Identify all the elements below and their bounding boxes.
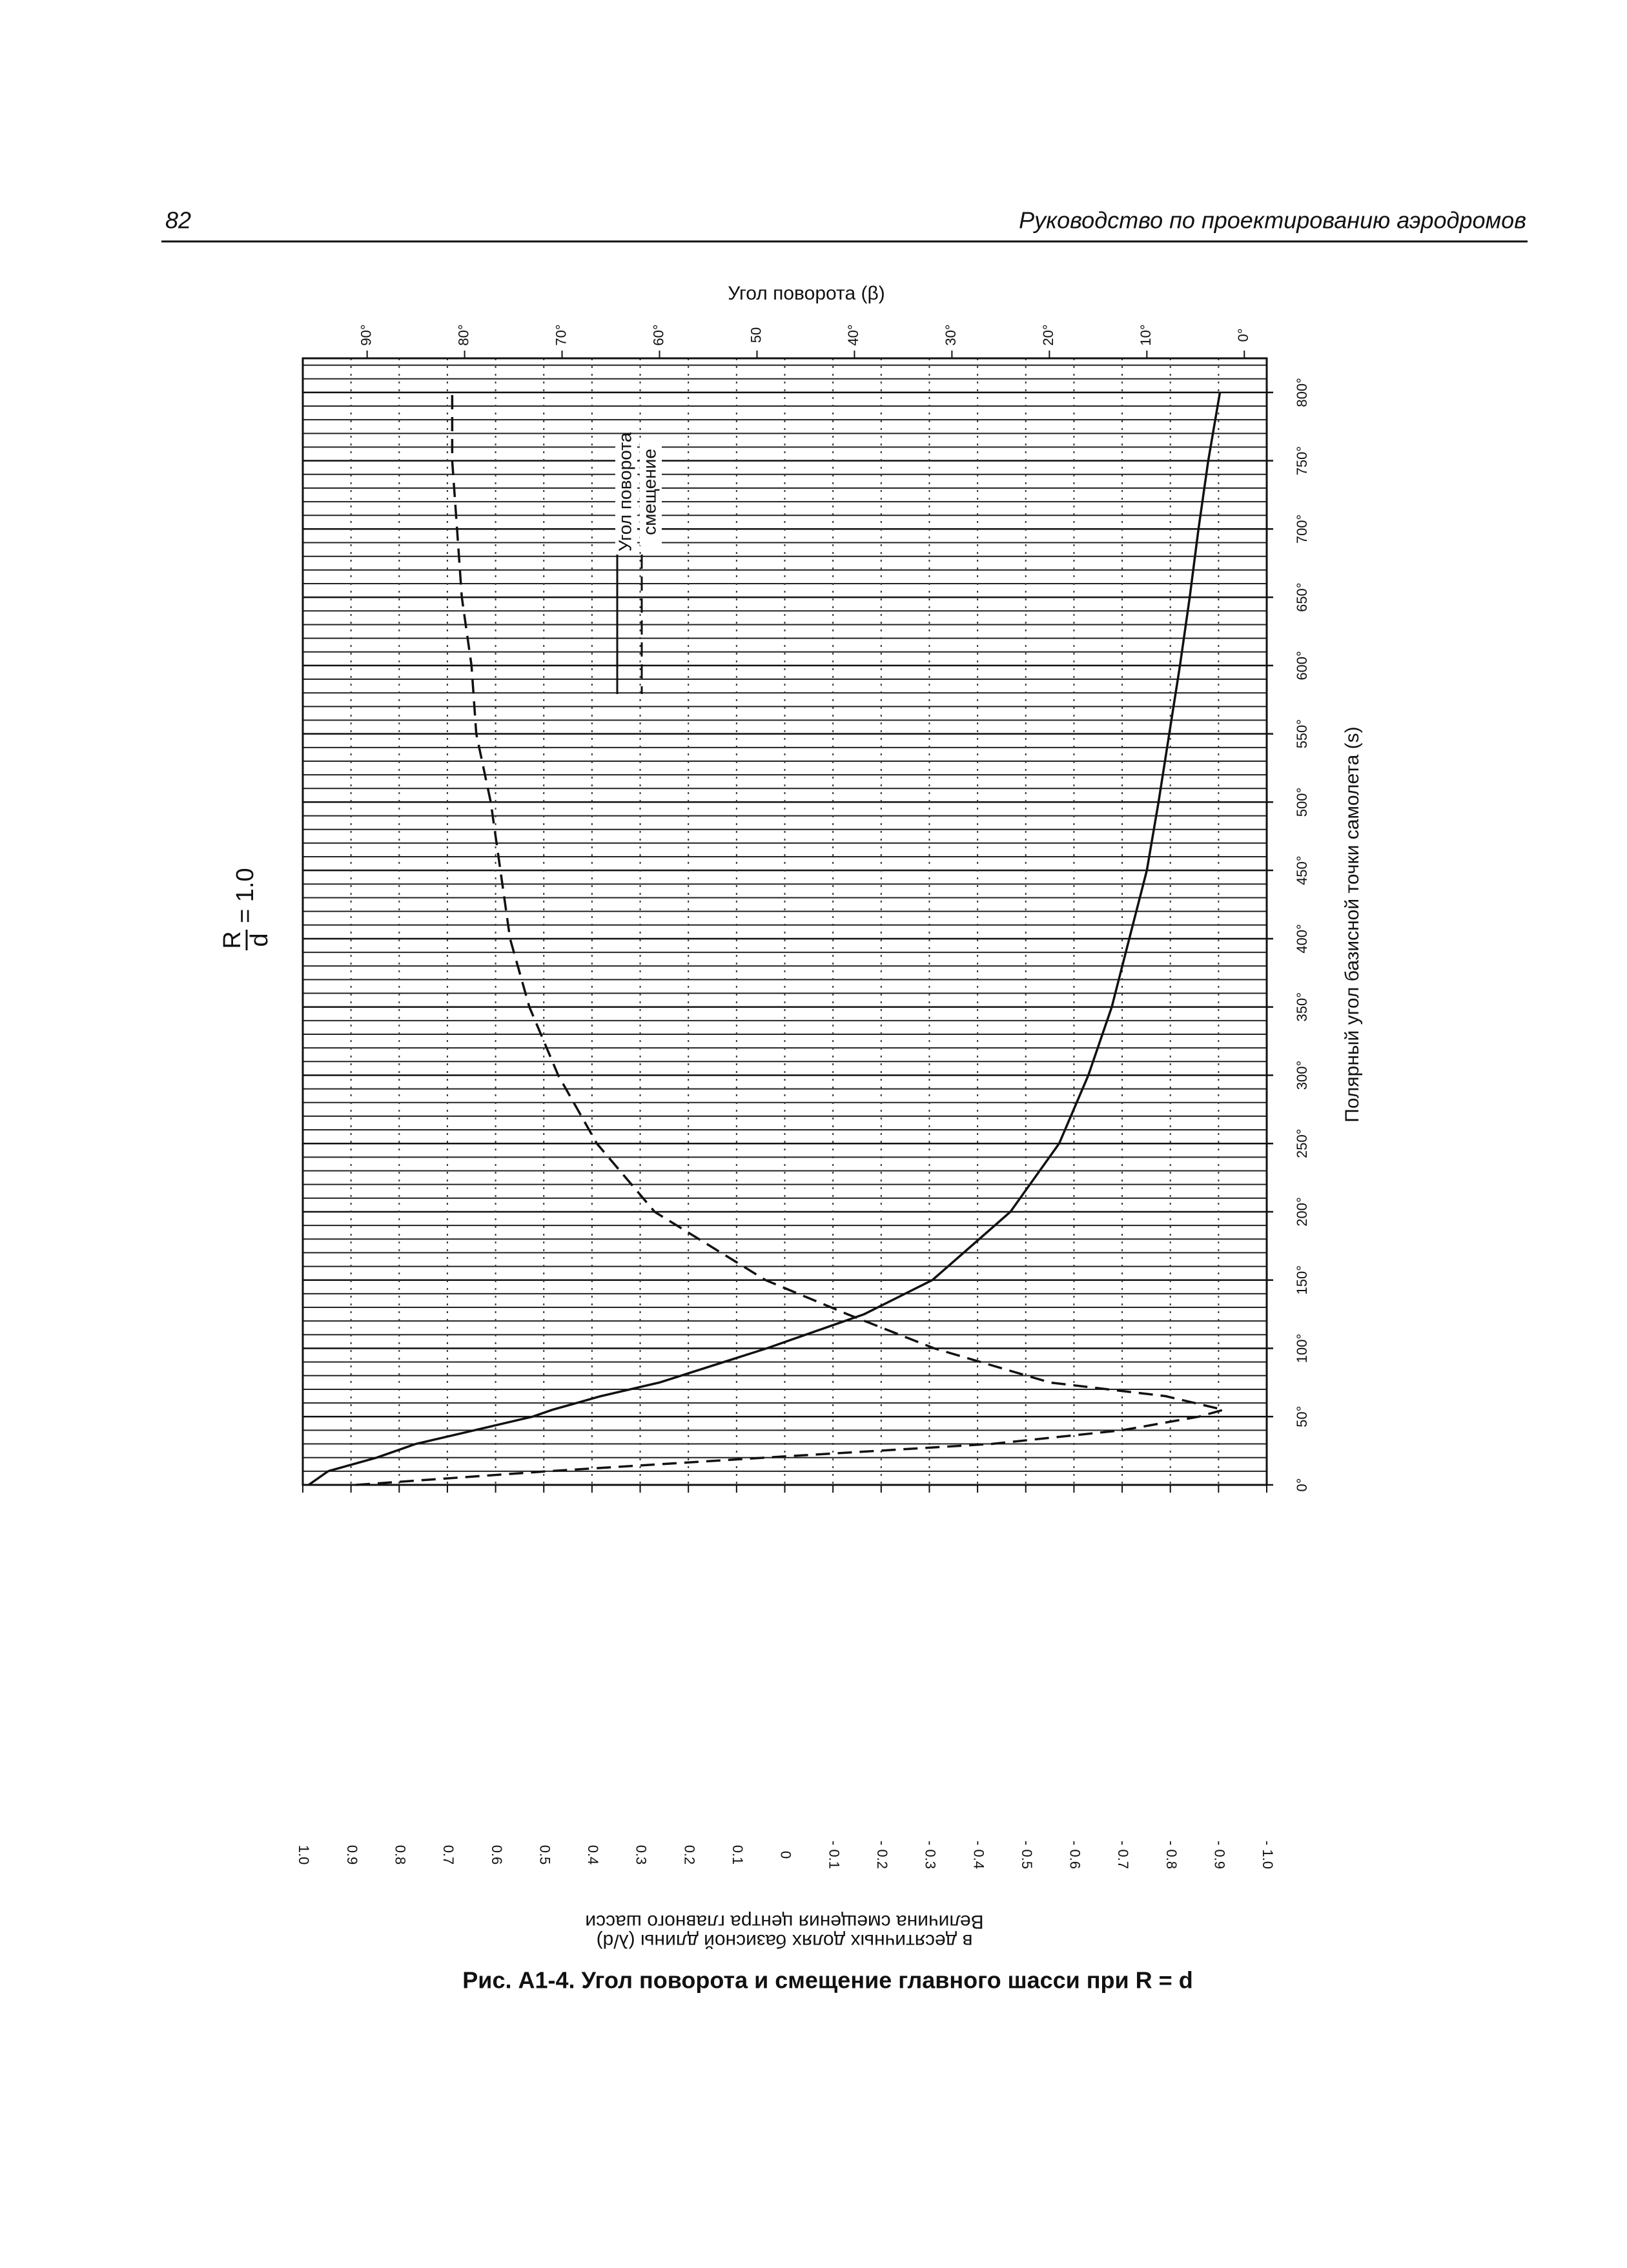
y-tick-label: - 0.6 (1067, 1841, 1083, 1869)
page-number: 82 (165, 207, 191, 234)
annotation-text: = 1.0 (232, 868, 259, 923)
annotation-denominator: d (246, 933, 273, 946)
y-tick-label: - 0.7 (1115, 1841, 1131, 1869)
x-tick-label: 750° (1294, 446, 1310, 476)
y-tick-label: 0.5 (537, 1845, 553, 1865)
legend-label: Угол поворота (615, 432, 635, 551)
y-tick-label: - 0.9 (1212, 1841, 1228, 1869)
series-line (355, 392, 1228, 1486)
x-tick-label: 500° (1294, 788, 1310, 817)
y-tick-label: - 0.3 (923, 1841, 939, 1869)
y-tick-label: - 1.0 (1260, 1841, 1276, 1869)
y2-tick-label: 80° (455, 324, 471, 345)
y-tick-label: 0.2 (681, 1845, 697, 1865)
x-tick-label: 250° (1294, 1129, 1310, 1158)
y-tick-label: 0.9 (344, 1845, 360, 1865)
x-tick-label: 350° (1294, 992, 1310, 1022)
x-tick-label: 150° (1294, 1265, 1310, 1295)
plot-frame (302, 357, 1268, 1486)
x-tick-label: 450° (1294, 855, 1310, 885)
x-tick-label: 100° (1294, 1334, 1310, 1364)
y-tick-label: 0.8 (392, 1845, 408, 1865)
y2-tick-label: 30° (943, 324, 959, 345)
x-tick-label: 400° (1294, 924, 1310, 954)
running-title: Руководство по проектированию аэродромов (1019, 207, 1526, 234)
y-tick-label: 0.7 (440, 1845, 456, 1865)
x-tick-label: 700° (1294, 515, 1310, 544)
x-tick-label: 600° (1294, 651, 1310, 680)
y2-tick-label: 10° (1138, 324, 1154, 345)
top-axis-title: Угол поворота (β) (728, 283, 885, 304)
figure-caption: Рис. А1-4. Угол поворота и смещение глав… (462, 1967, 1192, 1994)
x-tick-label: 0° (1294, 1478, 1310, 1491)
y-tick-label: 0 (778, 1851, 794, 1859)
y-tick-label: - 0.5 (1019, 1841, 1035, 1869)
x-tick-label: 50° (1294, 1406, 1310, 1427)
bottom-axis-title: в десятичных долях базисной длины (λ/d) (597, 1930, 973, 1952)
y-tick-label: 1.0 (296, 1845, 312, 1865)
y-tick-label: 0.4 (585, 1845, 601, 1865)
y2-tick-label: 60° (650, 324, 666, 345)
x-tick-label: 300° (1294, 1061, 1310, 1090)
legend-box (640, 439, 662, 546)
y2-tick-label: 70° (553, 324, 569, 345)
y-tick-label: - 0.1 (826, 1841, 842, 1869)
y2-tick-label: 50 (748, 327, 764, 343)
y2-tick-label: 40° (845, 324, 861, 345)
ratio-annotation: R d = 1.0 (219, 868, 273, 950)
y-tick-label: 0.1 (730, 1845, 746, 1865)
y-tick-label: - 0.8 (1163, 1841, 1180, 1869)
y-tick-label: - 0.2 (874, 1841, 890, 1869)
y-tick-label: 0.3 (633, 1845, 650, 1865)
x-tick-label: 800° (1294, 378, 1310, 407)
y2-tick-label: 90° (358, 324, 374, 345)
y2-tick-label: 0° (1235, 328, 1251, 342)
annotation-numerator: R (219, 931, 246, 948)
y-tick-label: - 0.4 (970, 1841, 987, 1869)
bottom-axis-title: Величина смещения центра главного шасси (585, 1911, 983, 1932)
x-tick-label: 550° (1294, 719, 1310, 749)
x-tick-label: 200° (1294, 1197, 1310, 1227)
x-tick-label: 650° (1294, 582, 1310, 612)
series-line (308, 392, 1222, 1486)
legend-box (615, 439, 637, 546)
y-tick-label: 0.6 (489, 1845, 505, 1865)
y2-tick-label: 20° (1040, 324, 1056, 345)
legend-label: смещение (639, 449, 659, 535)
right-axis-title: Полярный угол базисной точки самолета (s… (1342, 726, 1363, 1122)
